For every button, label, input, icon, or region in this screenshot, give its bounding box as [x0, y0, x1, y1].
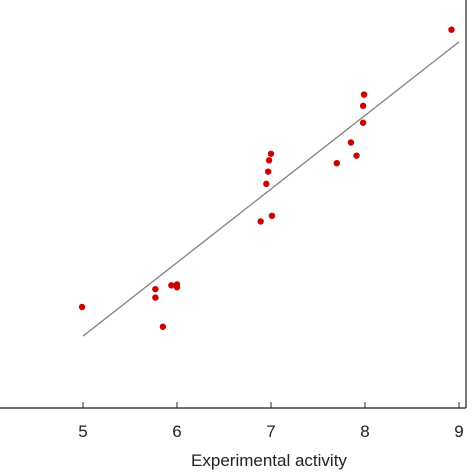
data-point	[448, 26, 455, 33]
data-point	[152, 294, 159, 301]
data-point	[264, 168, 272, 175]
x-axis-ticks: 5 6 7 8 9	[78, 402, 464, 441]
x-tick-label: 7	[266, 422, 275, 441]
data-points	[78, 26, 455, 330]
regression-line	[82, 41, 460, 337]
data-point	[359, 119, 367, 126]
x-tick-label: 8	[360, 422, 369, 441]
data-point	[263, 180, 270, 188]
x-axis-label: Experimental activity	[191, 451, 347, 470]
x-tick-label: 9	[454, 422, 463, 441]
data-point	[168, 282, 175, 289]
data-point	[173, 284, 181, 291]
data-point	[333, 159, 340, 167]
plot-frame	[0, 0, 467, 409]
x-tick-label: 6	[172, 422, 181, 441]
data-point	[152, 285, 159, 293]
data-point	[265, 157, 273, 164]
data-point	[159, 323, 167, 330]
fit-line-layer	[82, 41, 460, 337]
data-point	[78, 303, 86, 311]
data-point	[353, 152, 360, 159]
data-point	[267, 150, 275, 157]
x-tick-label: 5	[78, 422, 87, 441]
data-point	[347, 139, 355, 146]
data-point	[257, 218, 264, 225]
data-point	[268, 212, 276, 220]
data-point	[359, 102, 367, 110]
data-point	[360, 91, 368, 98]
